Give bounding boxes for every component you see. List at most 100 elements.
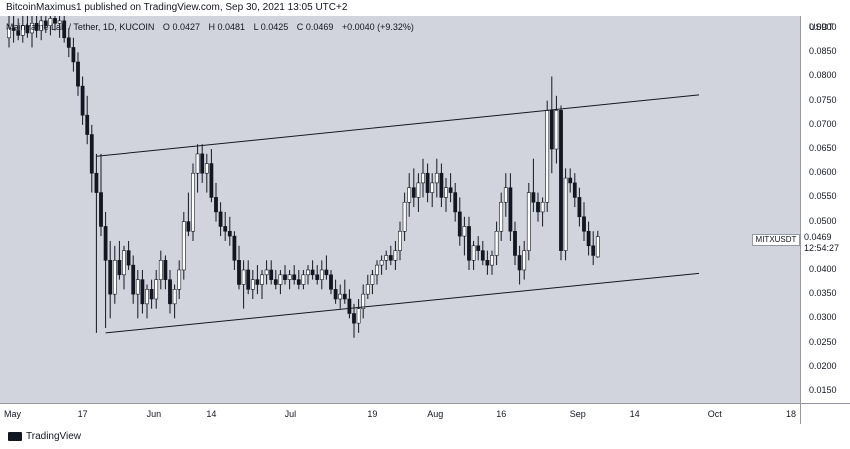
candle-up — [375, 260, 379, 285]
candle-body — [301, 274, 306, 285]
candle-down — [292, 265, 297, 285]
candle-up — [7, 16, 11, 48]
candle-body — [278, 274, 283, 285]
candle-body — [30, 22, 34, 34]
candle-up — [195, 144, 200, 193]
time-tick-label: 17 — [77, 409, 88, 419]
candle-down — [232, 231, 237, 270]
candle-down — [559, 105, 563, 261]
candle-down — [214, 182, 218, 222]
candle-down — [310, 260, 315, 280]
candle-up — [384, 250, 389, 270]
candle-body — [407, 187, 412, 203]
candle-body — [154, 279, 159, 300]
candle-down — [140, 269, 145, 314]
candle-down — [572, 173, 577, 208]
candle-up — [241, 260, 246, 309]
price-tick-label: 0.0200 — [809, 360, 837, 371]
candle-body — [149, 289, 154, 300]
candle-up — [563, 168, 568, 261]
candle-down — [94, 153, 99, 333]
candle-down — [577, 187, 582, 227]
candle-up — [471, 240, 476, 270]
candle-body — [499, 201, 504, 232]
price-tick-label: 0.0600 — [809, 167, 837, 178]
price-axis[interactable]: USDT 0.0900 0.0850 0.0800 0.0750 0.0700 0.065… — [800, 16, 850, 403]
candle-body — [296, 279, 301, 285]
candle-down — [131, 255, 136, 304]
candle-up — [379, 255, 384, 275]
candle-down — [43, 16, 48, 33]
close-label: C — [296, 22, 304, 32]
candle-body — [586, 230, 591, 247]
candle-body — [11, 27, 16, 31]
candle-body — [264, 269, 269, 276]
candle-body — [53, 18, 57, 24]
candle-down — [283, 265, 287, 285]
chart-legend: Mainframe Lab / Tether, 1D, KUCOIN O 0.0… — [6, 22, 414, 32]
candle-down — [476, 236, 481, 261]
candle-down — [467, 216, 471, 270]
candle-body — [490, 255, 494, 266]
candle-up — [402, 192, 407, 241]
brand[interactable]: TradingView — [8, 431, 81, 442]
candle-down — [99, 153, 103, 237]
candle-down — [186, 192, 191, 237]
candle-body — [99, 192, 103, 227]
candle-body — [536, 201, 540, 213]
candle-down — [76, 52, 80, 96]
candle-up — [494, 221, 499, 266]
candle-body — [379, 259, 384, 266]
low-label: L — [253, 22, 259, 32]
candle-up — [356, 298, 361, 333]
candle-up — [260, 269, 264, 299]
price-tick-label: 0.0150 — [809, 384, 837, 395]
candle-body — [112, 259, 117, 295]
candle-up — [191, 163, 195, 241]
candle-down — [227, 216, 232, 246]
candle-body — [503, 187, 508, 203]
candle-up — [145, 284, 149, 319]
candle-body — [232, 235, 237, 261]
channel-upper-line[interactable] — [96, 94, 700, 157]
candle-body — [292, 274, 297, 280]
candle-up — [545, 100, 550, 212]
candle-down — [108, 240, 113, 319]
candle-up — [540, 197, 545, 227]
candle-down — [103, 211, 108, 329]
candle-down — [568, 168, 573, 193]
chart-canvas[interactable]: Mainframe Lab / Tether, 1D, KUCOIN O 0.0… — [0, 16, 800, 403]
candle-up — [393, 240, 398, 270]
candle-body — [209, 163, 214, 198]
candle-up — [319, 260, 324, 290]
candle-body — [126, 250, 131, 266]
footer: TradingView — [0, 424, 850, 449]
candle-down — [457, 197, 462, 246]
candle-up — [177, 260, 182, 299]
candle-body — [108, 259, 113, 295]
candle-body — [250, 279, 255, 290]
candle-body — [117, 259, 122, 276]
channel-lower-line[interactable] — [105, 272, 700, 334]
candle-down — [329, 269, 333, 295]
candle-down — [218, 202, 223, 237]
close-value: 0.0469 — [305, 22, 334, 32]
candle-body — [572, 182, 577, 198]
candle-body — [425, 172, 430, 193]
candle-down — [508, 173, 513, 241]
candle-body — [517, 255, 522, 271]
candle-body — [34, 22, 39, 31]
candle-body — [531, 192, 536, 203]
candle-body — [402, 201, 407, 232]
candlestick-chart — [7, 16, 700, 338]
candle-down — [485, 250, 490, 275]
time-axis[interactable]: May 17 Jun 14 Jul 19 Aug 16 Sep 14 Oct 18 — [0, 403, 800, 424]
candle-body — [80, 85, 85, 116]
candle-body — [310, 269, 315, 276]
candle-down — [591, 231, 596, 266]
candle-up — [278, 269, 283, 295]
candle-body — [62, 20, 67, 39]
time-tick-label: 18 — [786, 409, 797, 419]
price-unit-label: USDT — [809, 22, 834, 32]
candle-body — [315, 274, 320, 280]
